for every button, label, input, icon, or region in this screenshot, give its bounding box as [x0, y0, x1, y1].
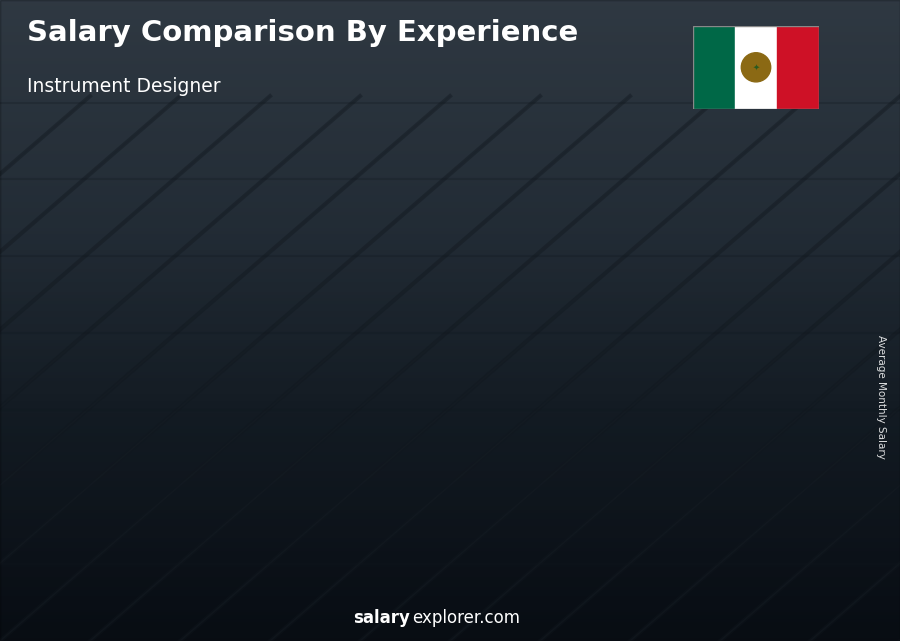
Bar — [324, 361, 328, 577]
Text: Instrument Designer: Instrument Designer — [27, 77, 220, 96]
Bar — [693, 26, 735, 109]
Text: 13,600 MXN: 13,600 MXN — [50, 447, 130, 460]
Text: explorer.com: explorer.com — [412, 609, 520, 627]
Text: +38%: +38% — [139, 370, 196, 388]
Bar — [707, 274, 778, 577]
Bar — [777, 26, 819, 109]
Text: +42%: +42% — [266, 298, 324, 316]
Bar — [452, 313, 522, 319]
Text: Salary Comparison By Experience: Salary Comparison By Experience — [27, 19, 578, 47]
Text: 37,500 MXN: 37,500 MXN — [736, 254, 817, 267]
Bar — [707, 274, 778, 280]
Text: 18,800 MXN: 18,800 MXN — [180, 406, 261, 419]
Text: Average Monthly Salary: Average Monthly Salary — [877, 335, 886, 460]
Bar — [392, 361, 394, 577]
Text: 26,700 MXN: 26,700 MXN — [310, 342, 392, 354]
Bar — [647, 299, 650, 577]
Bar — [707, 274, 712, 577]
Bar — [580, 299, 584, 577]
Bar — [136, 467, 139, 577]
Bar — [196, 425, 266, 428]
Bar — [68, 467, 139, 469]
Text: 34,400 MXN: 34,400 MXN — [566, 279, 647, 292]
Bar — [68, 467, 74, 577]
Text: +6%: +6% — [528, 246, 573, 264]
Bar — [452, 313, 522, 577]
Bar — [580, 299, 650, 577]
Bar — [196, 425, 202, 577]
Circle shape — [742, 53, 770, 82]
Bar — [519, 313, 522, 577]
Bar — [452, 313, 456, 577]
Text: +22%: +22% — [394, 258, 452, 276]
Bar — [324, 361, 394, 365]
Text: ✦: ✦ — [752, 63, 760, 72]
Bar — [580, 299, 650, 304]
Bar — [264, 425, 266, 577]
Text: 32,600 MXN: 32,600 MXN — [438, 294, 519, 307]
Bar — [775, 274, 778, 577]
Bar — [196, 425, 266, 577]
Text: salary: salary — [353, 609, 410, 627]
Bar — [324, 361, 394, 577]
Bar — [68, 467, 139, 577]
Bar — [735, 26, 777, 109]
Text: +9%: +9% — [656, 219, 701, 237]
